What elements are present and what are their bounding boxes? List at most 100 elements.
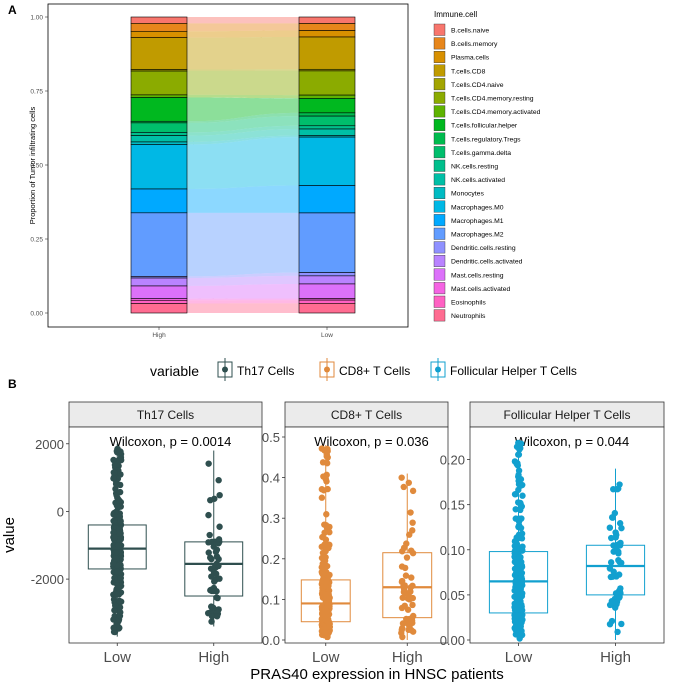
legend-swatch-mast-cells-resting (433, 268, 446, 281)
bar-segment-high-neutrophils (130, 303, 188, 314)
legend-label: T.cells.gamma.delta (451, 150, 511, 157)
legend-label: CD8+ T Cells (339, 364, 410, 378)
data-point-high (213, 594, 220, 601)
x-tick-label-low: Low (321, 332, 333, 339)
data-point-high (613, 601, 620, 608)
data-point-low (511, 587, 518, 594)
data-point-low (117, 609, 124, 616)
data-point-low (114, 590, 121, 597)
flow-t-cells-follicular-helper (187, 97, 299, 122)
x-tick-label-high: High (152, 332, 166, 339)
bar-segment-low-t-cells-gamma-delta (298, 115, 356, 127)
flow-t-cells-cd4-memory-activated (187, 94, 299, 99)
legend-label: T.cells.follicular.helper (451, 123, 518, 130)
legend-label: B.cells.memory (451, 41, 498, 48)
bar-segment-high-t-cells-cd4-memory-activated (130, 94, 188, 98)
data-point-low (515, 471, 522, 479)
data-point-high (614, 628, 621, 636)
bar-segment-low-macrophages-m2 (298, 212, 356, 273)
legend-label: B.cells.naive (451, 28, 489, 35)
data-point-low (110, 616, 117, 623)
y-tick-label: 0 (57, 504, 64, 519)
bar-segment-high-b-cells-memory (130, 23, 188, 32)
legend-label: Monocytes (451, 191, 484, 198)
data-point-low (318, 445, 326, 452)
y-tick-label: 0.00 (30, 311, 43, 318)
y-tick-label: 0.4 (262, 471, 280, 486)
data-point-low (112, 485, 119, 493)
data-point-high (205, 549, 212, 556)
box-low (300, 579, 351, 623)
legend-swatch-nk-cells-activated (433, 173, 446, 186)
legend-title: Immune.cell (434, 10, 477, 19)
legend-label: Macrophages.M0 (451, 204, 504, 211)
data-point-low (324, 445, 331, 453)
data-point-low (110, 469, 118, 476)
box-low (87, 524, 147, 570)
data-point-low (114, 568, 121, 575)
data-point-high (207, 554, 214, 561)
y-tick-label: 0.2 (262, 552, 280, 567)
flow-monocytes (187, 135, 299, 145)
legend-swatch-neutrophils (433, 309, 446, 322)
y-tick-label: 0.3 (262, 511, 280, 526)
x-tick-label-low: Low (505, 649, 533, 666)
bar-segment-low-b-cells-naive (298, 16, 356, 24)
data-point-low (516, 446, 523, 453)
data-point-low (114, 542, 122, 550)
legend-swatch-b-cells-naive (433, 23, 446, 36)
bar-segment-low-t-cells-cd4-memory-resting (298, 70, 356, 96)
data-point-low (321, 529, 328, 536)
data-point-high (607, 573, 615, 581)
panel-a: A 0.00 0.25 0.50 0.75 1.00 Proportion of Tumor… (8, 3, 541, 339)
bar-segment-high-plasma-cells (130, 31, 188, 38)
data-point-high (407, 509, 414, 516)
data-point-high (216, 575, 223, 582)
data-point-high (616, 558, 623, 566)
y-tick-label: -2000 (31, 572, 64, 587)
data-point-high (409, 594, 416, 602)
data-point-low (116, 488, 124, 496)
facet-title: Th17 Cells (137, 408, 194, 422)
data-point-low (514, 606, 521, 614)
bar-segment-low-macrophages-m1 (298, 185, 356, 214)
data-point-low (515, 439, 522, 447)
y-tick-label: 0.05 (440, 588, 465, 603)
data-point-high (404, 606, 412, 613)
data-point-low (111, 534, 118, 541)
bar-segment-low-nk-cells-resting (298, 125, 356, 130)
data-point-low (517, 482, 524, 489)
legend-label: Th17 Cells (237, 364, 294, 378)
flow-dendritic-cells-activated (187, 275, 299, 286)
box-high (382, 552, 433, 619)
wilcoxon-annotation: Wilcoxon, p = 0.036 (314, 434, 429, 449)
flow-eosinophils (187, 300, 299, 304)
data-point-high (399, 548, 406, 555)
flow-t-cells-cd4-memory-resting (187, 70, 299, 96)
data-point-low (115, 526, 123, 533)
data-point-high (408, 627, 415, 634)
legend-swatch-mast-cells-activated (433, 282, 446, 295)
data-point-high (216, 491, 223, 499)
panel-a-plot-border (47, 3, 409, 328)
data-point-low (514, 581, 522, 588)
data-point-low (112, 480, 120, 488)
data-point-low (519, 492, 526, 499)
flow-t-cells-cd8 (187, 37, 299, 70)
data-point-high (618, 620, 625, 628)
data-point-high (409, 519, 416, 526)
flow-t-cells-gamma-delta (187, 116, 299, 133)
y-tick-label: 0.25 (30, 237, 43, 244)
wilcoxon-annotation: Wilcoxon, p = 0.0014 (110, 434, 232, 449)
data-point-high (210, 604, 217, 612)
legend-label: T.cells.CD4.naive (451, 82, 504, 89)
legend-label: Eosinophils (451, 300, 486, 307)
legend-title-variable: variable (150, 363, 199, 379)
legend-swatch-t-cells-regulatory-tregs (433, 132, 446, 145)
bar-segment-low-dendritic-cells-resting (298, 272, 356, 277)
data-point-low (323, 459, 331, 467)
legend-swatch-b-cells-memory (433, 37, 446, 50)
data-point-low (114, 445, 121, 453)
data-point-high (205, 511, 212, 519)
